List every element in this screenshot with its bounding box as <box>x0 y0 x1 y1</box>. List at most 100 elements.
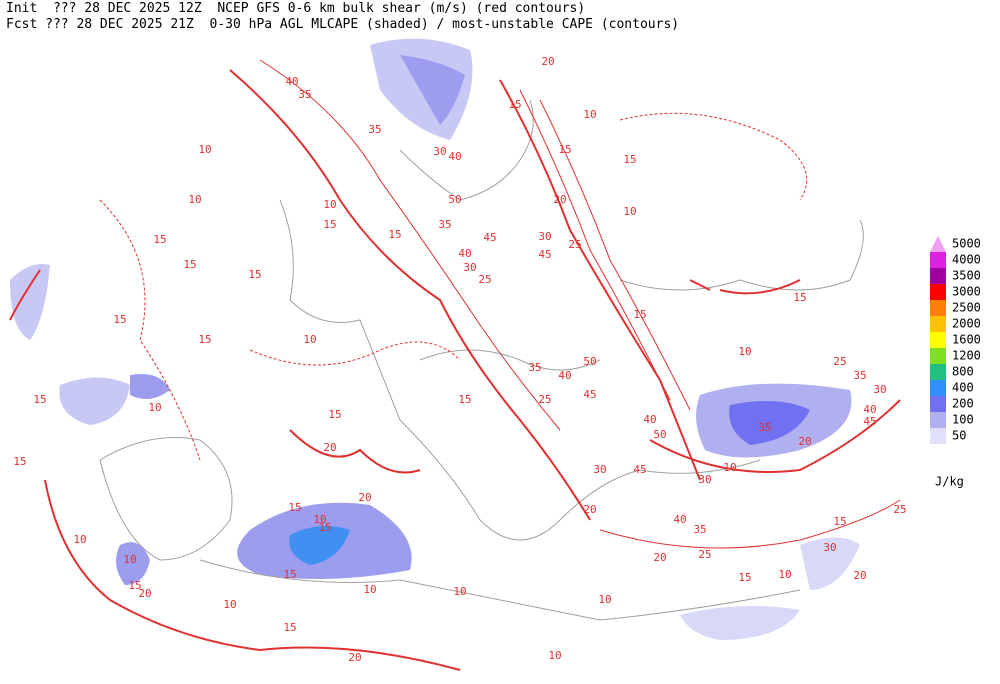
contour <box>499 79 701 481</box>
contour-label: 25 <box>568 238 581 251</box>
contour-label: 15 <box>153 233 166 246</box>
contour-label: 10 <box>123 553 136 566</box>
contour-label: 10 <box>303 333 316 346</box>
cape-area <box>729 401 810 445</box>
coastline <box>199 559 801 621</box>
contour-label: 45 <box>633 463 646 476</box>
contour-label: 40 <box>863 403 876 416</box>
contour-label: 50 <box>583 355 596 368</box>
contour-label: 30 <box>823 541 836 554</box>
contour-label: 15 <box>13 455 26 468</box>
contour-label: 40 <box>285 75 298 88</box>
contour-label: 10 <box>313 513 326 526</box>
contour-label: 10 <box>453 585 466 598</box>
legend-swatch <box>930 428 946 444</box>
contour-label: 10 <box>623 205 636 218</box>
contour <box>259 59 561 431</box>
legend-swatch <box>930 300 946 316</box>
legend-label: 50 <box>952 429 966 443</box>
contour-label: 45 <box>483 231 496 244</box>
contour-label: 15 <box>623 153 636 166</box>
contour <box>689 279 801 295</box>
contour <box>229 69 591 521</box>
contour-label: 15 <box>283 568 296 581</box>
contour-label: 45 <box>583 388 596 401</box>
contour-label: 10 <box>548 649 561 662</box>
contour-label: 30 <box>433 145 446 158</box>
header-fcst: Fcst ??? 28 DEC 2025 21Z 0-30 hPa AGL ML… <box>6 17 679 32</box>
contour-label: 35 <box>758 421 771 434</box>
contour-label: 40 <box>458 247 471 260</box>
contour-label: 15 <box>113 313 126 326</box>
legend-label: 1600 <box>952 333 981 347</box>
contour-label: 20 <box>853 569 866 582</box>
legend-label: 1200 <box>952 349 981 363</box>
contour-label: 25 <box>478 273 491 286</box>
contour-label: 30 <box>593 463 606 476</box>
contour-label: 20 <box>348 651 361 664</box>
legend-swatch <box>930 332 946 348</box>
contour-label: 10 <box>723 461 736 474</box>
contour-label: 10 <box>148 401 161 414</box>
legend-arrow <box>930 236 946 252</box>
contour-label: 45 <box>538 248 551 261</box>
border <box>619 219 864 291</box>
legend-label: 800 <box>952 365 974 379</box>
shear-contours <box>9 59 901 671</box>
contour-label: 15 <box>198 333 211 346</box>
contour-label: 40 <box>673 513 686 526</box>
cape-area <box>130 374 170 399</box>
contour-label: 40 <box>643 413 656 426</box>
contour-label: 20 <box>653 551 666 564</box>
contour-label: 50 <box>448 193 461 206</box>
contour-label: 10 <box>583 108 596 121</box>
legend: 5000 4000 3500 3000 2500 2000 1600 1200 800 400 20… <box>930 236 981 489</box>
contour-label: 10 <box>223 598 236 611</box>
contour-label: 15 <box>738 571 751 584</box>
contour-label: 15 <box>793 291 806 304</box>
contour-label: 35 <box>853 369 866 382</box>
contour-label: 10 <box>363 583 376 596</box>
coastline <box>279 199 761 541</box>
legend-label: 5000 <box>952 237 981 251</box>
legend-label: 3000 <box>952 285 981 299</box>
contour-label: 10 <box>188 193 201 206</box>
contour-label: 20 <box>358 491 371 504</box>
contour <box>289 429 421 474</box>
contour-label: 15 <box>248 268 261 281</box>
coastlines <box>99 99 864 621</box>
contour-label: 25 <box>698 548 711 561</box>
cape-area <box>680 606 800 640</box>
contour <box>519 89 671 401</box>
legend-label: 200 <box>952 397 974 411</box>
contour-label: 30 <box>463 261 476 274</box>
contour-label: 25 <box>538 393 551 406</box>
contour-label: 20 <box>798 435 811 448</box>
contour-label: 15 <box>833 515 846 528</box>
contour-label: 15 <box>33 393 46 406</box>
legend-swatch <box>930 380 946 396</box>
contour-label: 15 <box>183 258 196 271</box>
legend-swatch <box>930 316 946 332</box>
contour-label: 15 <box>318 521 331 534</box>
contour-label: 35 <box>693 523 706 536</box>
contour-label: 15 <box>558 143 571 156</box>
legend-swatch <box>930 364 946 380</box>
contour-label: 35 <box>528 361 541 374</box>
legend-swatch <box>930 284 946 300</box>
contour-label: 15 <box>328 408 341 421</box>
contour-label: 10 <box>198 143 211 156</box>
header-init: Init ??? 28 DEC 2025 12Z NCEP GFS 0-6 km… <box>6 1 585 16</box>
contour-label: 30 <box>698 473 711 486</box>
cape-area <box>59 377 130 425</box>
contour-label: 35 <box>298 88 311 101</box>
legend-label: 100 <box>952 413 974 427</box>
legend-label: 2500 <box>952 301 981 315</box>
contour-label: 50 <box>653 428 666 441</box>
contour-label: 10 <box>323 198 336 211</box>
contour-label: 20 <box>553 193 566 206</box>
contour <box>619 112 808 201</box>
contour-label: 15 <box>388 228 401 241</box>
contour <box>599 499 901 549</box>
